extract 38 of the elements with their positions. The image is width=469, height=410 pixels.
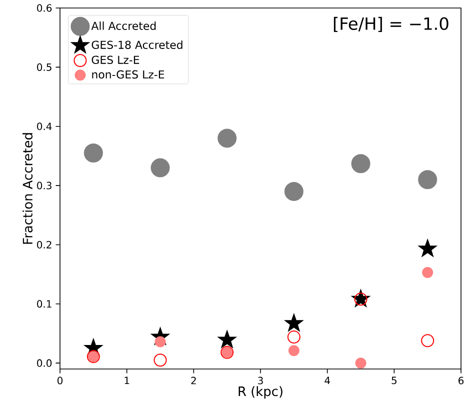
- y-tick-label: 0.5: [37, 63, 52, 71]
- point: [154, 336, 166, 348]
- x-tick-label: 0: [57, 376, 63, 384]
- point: [218, 128, 237, 148]
- annotation: [Fe/H] = −1.0: [334, 16, 448, 32]
- point: [418, 239, 437, 257]
- point: [351, 154, 370, 174]
- legend-label: non-GES Lz-E: [92, 70, 164, 79]
- point: [418, 170, 438, 190]
- point: [284, 182, 304, 201]
- legend-label: GES-18 Accreted: [92, 40, 182, 49]
- point: [288, 345, 300, 356]
- y-tick-label: 0.0: [37, 359, 52, 367]
- y-tick-label: 0.2: [37, 240, 52, 248]
- point: [84, 143, 103, 162]
- y-tick-label: 0.3: [37, 182, 52, 190]
- x-tick-label: 5: [392, 376, 396, 384]
- point: [150, 158, 170, 178]
- legend-label: GES Lz-E: [92, 56, 140, 64]
- x-tick-label: 6: [458, 376, 464, 384]
- y-tick-label: 0.6: [37, 4, 52, 12]
- x-axis-title: R (kpc): [238, 386, 282, 399]
- legend-label: All Accreted: [91, 22, 156, 30]
- point: [284, 314, 303, 332]
- point: [421, 334, 434, 348]
- x-tick-label: 4: [324, 376, 330, 384]
- y-tick-label: 0.4: [37, 122, 52, 130]
- point: [355, 358, 366, 369]
- point: [354, 292, 368, 306]
- point: [422, 267, 434, 278]
- x-tick-label: 3: [258, 376, 263, 384]
- point: [154, 354, 167, 367]
- point: [218, 330, 236, 348]
- x-tick-label: 1: [124, 376, 130, 384]
- y-tick-label: 0.1: [37, 300, 52, 308]
- x-tick-label: 2: [191, 376, 196, 384]
- point: [287, 330, 300, 344]
- y-axis-title: Fraction Accreted: [22, 133, 33, 244]
